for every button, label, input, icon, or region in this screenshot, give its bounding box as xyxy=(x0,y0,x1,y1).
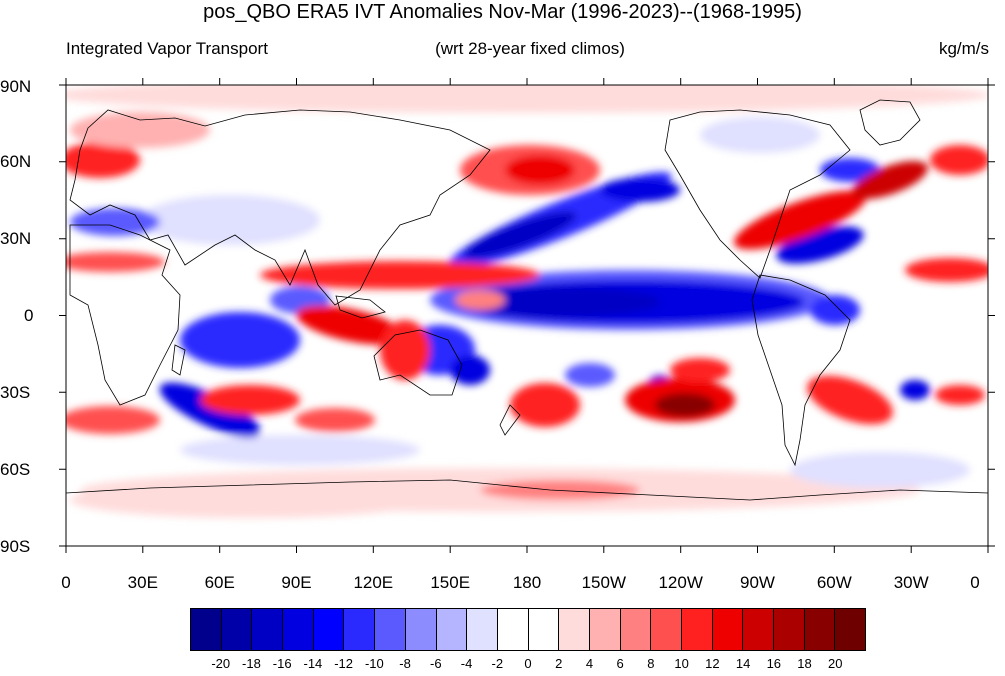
colorbar-box xyxy=(405,609,437,650)
colorbar-box xyxy=(559,609,590,650)
colorbar xyxy=(190,608,866,651)
map-title: pos_QBO ERA5 IVT Anomalies Nov-Mar (1996… xyxy=(203,1,802,23)
colorbar-label: 14 xyxy=(735,656,751,671)
colorbar-box xyxy=(283,609,314,650)
variable-name: Integrated Vapor Transport xyxy=(66,39,268,58)
lon-label-60e: 60E xyxy=(204,573,235,592)
colorbar-box xyxy=(221,609,253,650)
colorbar-box xyxy=(436,609,468,650)
colorbar-label: -4 xyxy=(460,656,473,671)
colorbar-label: -2 xyxy=(491,656,504,671)
lat-label-30s: 30S xyxy=(0,383,31,402)
units-label: kg/m/s xyxy=(938,39,989,58)
colorbar-box xyxy=(743,609,775,650)
colorbar-box xyxy=(191,609,222,650)
colorbar-label: -20 xyxy=(211,656,231,671)
colorbar-box xyxy=(620,609,652,650)
colorbar-box xyxy=(375,609,406,650)
colorbar-label: -14 xyxy=(303,656,323,671)
colorbar-box xyxy=(774,609,805,650)
map-ticks xyxy=(59,78,995,553)
colorbar-label: 2 xyxy=(555,656,563,671)
colorbar-label: -16 xyxy=(272,656,292,671)
lat-label-eq: 0 xyxy=(24,306,34,325)
lon-label-180: 180 xyxy=(512,573,542,592)
lon-label-120w: 120W xyxy=(658,573,703,592)
colorbar-label: 12 xyxy=(705,656,720,671)
colorbar-label: 4 xyxy=(585,656,594,671)
colorbar-label: 8 xyxy=(647,656,655,671)
lon-label-90w: 90W xyxy=(740,573,775,592)
lon-label-150w: 150W xyxy=(581,573,626,592)
lon-label-30e: 30E xyxy=(127,573,158,592)
lon-label-0-end: 0 xyxy=(970,573,980,592)
colorbar-label: 18 xyxy=(797,656,812,671)
colorbar-label: 0 xyxy=(524,656,532,671)
colorbar-label: -12 xyxy=(334,656,354,671)
lat-label-60s: 60S xyxy=(0,460,31,479)
lon-label-30w: 30W xyxy=(893,573,929,592)
colorbar-box xyxy=(835,609,866,650)
lon-label-60w: 60W xyxy=(816,573,852,592)
colorbar-label: 10 xyxy=(674,656,689,671)
lat-label-90s: 90S xyxy=(0,537,31,556)
colorbar-box xyxy=(313,609,345,650)
colorbar-box xyxy=(528,609,560,650)
colorbar-label: 6 xyxy=(616,656,624,671)
colorbar-box xyxy=(682,609,713,650)
colorbar-label: -18 xyxy=(242,656,261,671)
coastlines xyxy=(66,99,988,501)
colorbar-label: -8 xyxy=(399,656,411,671)
colorbar-box xyxy=(651,609,682,650)
colorbar-box xyxy=(804,609,836,650)
lon-label-150e: 150E xyxy=(430,573,471,592)
lat-label-60n: 60N xyxy=(0,152,32,171)
lon-label-0: 0 xyxy=(61,573,71,592)
colorbar-box xyxy=(344,609,376,650)
climatology-note: (wrt 28-year fixed climos) xyxy=(435,39,625,58)
anomaly-field xyxy=(66,85,988,518)
lon-label-90e: 90E xyxy=(281,573,312,592)
colorbar-label: -6 xyxy=(430,656,442,671)
colorbar-box xyxy=(589,609,621,650)
lon-label-120e: 120E xyxy=(353,573,394,592)
colorbar-box xyxy=(252,609,284,650)
colorbar-label: 16 xyxy=(766,656,782,671)
colorbar-box xyxy=(712,609,744,650)
colorbar-box xyxy=(467,609,498,650)
colorbar-box xyxy=(497,609,529,650)
colorbar-label: 20 xyxy=(828,656,843,671)
colorbar-label: -10 xyxy=(364,656,384,671)
lat-label-30n: 30N xyxy=(0,229,32,248)
lat-label-90n: 90N xyxy=(0,77,32,96)
